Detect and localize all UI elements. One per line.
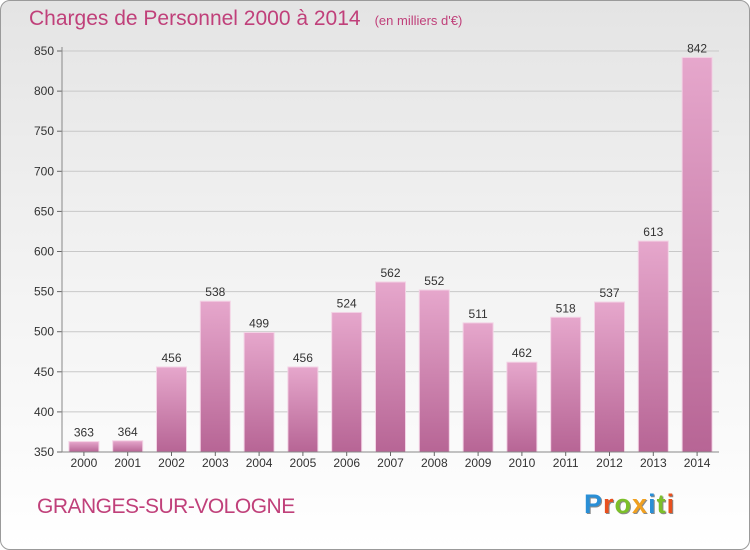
y-tick-label: 550: [34, 285, 54, 299]
bar: [287, 366, 319, 453]
y-tick-label: 450: [34, 365, 54, 379]
logo-letter: t: [656, 489, 667, 519]
x-tick-label: 2002: [158, 456, 185, 470]
bar-value-label: 537: [599, 286, 619, 300]
bar-value-label: 842: [687, 41, 707, 55]
logo-letter: i: [648, 489, 657, 519]
bar: [68, 441, 100, 453]
bar: [637, 240, 669, 453]
x-tick-label: 2000: [71, 456, 98, 470]
bar-value-label: 511: [469, 307, 488, 321]
bar: [462, 322, 494, 453]
bar: [156, 366, 187, 453]
bars: 363 364 456 538 499 456 524 562 552 511 462 518 537 6…: [68, 41, 713, 453]
logo-letter: x: [632, 489, 649, 519]
bar: [375, 281, 406, 453]
bar-value-label: 499: [249, 317, 269, 331]
x-tick-label: 2001: [114, 456, 141, 470]
bar-value-label: 364: [118, 425, 138, 439]
bar-value-label: 462: [512, 346, 532, 360]
bar-value-label: 456: [293, 351, 313, 365]
bar-value-label: 538: [205, 285, 225, 299]
bar: [418, 289, 450, 453]
bar: [506, 361, 538, 453]
x-tick-label: 2010: [509, 456, 536, 470]
bar-value-label: 552: [424, 274, 444, 288]
x-tick-label: 2014: [684, 456, 711, 470]
bar-value-label: 562: [380, 266, 400, 280]
x-tick-label: 2011: [553, 456, 579, 470]
bar-value-label: 363: [74, 426, 94, 440]
x-tick-label: 2009: [465, 456, 492, 470]
y-tick-label: 600: [34, 245, 54, 259]
bar: [550, 316, 582, 453]
y-tick-label: 400: [34, 405, 54, 419]
proxiti-logo: Proxiti: [584, 489, 675, 520]
y-tick-label: 750: [34, 124, 54, 138]
commune-name: GRANGES-SUR-VOLOGNE: [37, 495, 295, 518]
bar: [681, 56, 713, 453]
x-tick-label: 2003: [202, 456, 229, 470]
bar-value-label: 518: [556, 301, 576, 315]
x-tick-label: 2012: [596, 456, 623, 470]
bar: [331, 311, 363, 453]
logo-letter: o: [614, 489, 633, 519]
x-tick-label: 2008: [421, 456, 448, 470]
x-tick-label: 2004: [246, 456, 273, 470]
y-tick-label: 650: [34, 204, 54, 218]
bar-value-label: 456: [161, 351, 181, 365]
chart-subtitle: (en milliers d'€): [374, 13, 463, 28]
y-tick-label: 700: [34, 164, 54, 178]
logo-letter: i: [666, 489, 676, 519]
x-tick-label: 2006: [333, 456, 360, 470]
y-tick-label: 500: [34, 325, 54, 339]
chart-title-text: Charges de Personnel 2000 à 2014: [29, 7, 361, 30]
y-tick-label: 800: [34, 84, 54, 98]
x-tick-label: 2013: [640, 456, 667, 470]
bar: [594, 301, 625, 453]
logo-letter: r: [603, 489, 615, 519]
logo-letter: P: [584, 489, 604, 519]
x-tick-label: 2005: [290, 456, 317, 470]
bar: [112, 440, 144, 453]
y-tick-label: 350: [34, 445, 54, 459]
bar-value-label: 613: [643, 225, 663, 239]
bar: [243, 332, 275, 453]
axes: 350 400 450 500 550 600 650 700 750 800 850 2000 200…: [34, 44, 719, 470]
bar: [199, 300, 231, 453]
chart-title: Charges de Personnel 2000 à 2014 (en mill…: [29, 7, 462, 31]
y-tick-label: 850: [34, 44, 54, 58]
x-tick-label: 2007: [377, 456, 404, 470]
bar-value-label: 524: [337, 296, 357, 310]
